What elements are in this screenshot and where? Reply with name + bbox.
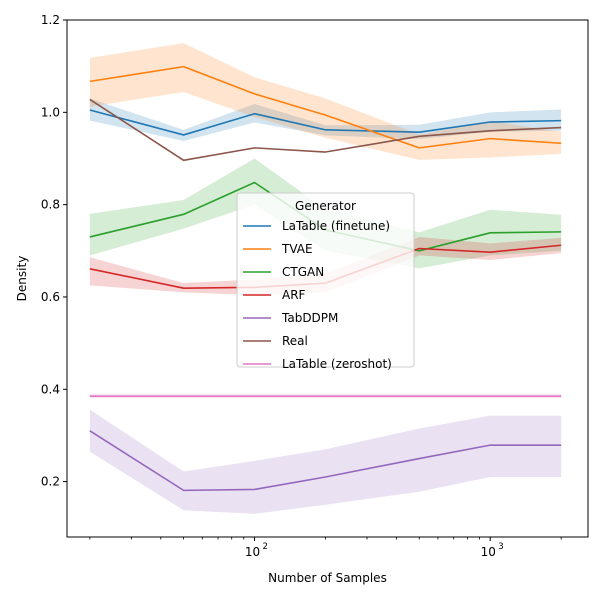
series-lines xyxy=(89,65,562,492)
y-tick-label: 0.2 xyxy=(41,475,60,489)
legend-item-label: LaTable (finetune) xyxy=(282,219,390,233)
y-tick-label: 1.0 xyxy=(41,105,60,119)
y-tick-label: 0.8 xyxy=(41,198,60,212)
x-axis-label: Number of Samples xyxy=(268,571,387,585)
series-band-0 xyxy=(89,98,562,141)
legend-item-label: TVAE xyxy=(281,242,313,256)
legend-item-label: LaTable (zeroshot) xyxy=(282,357,392,371)
x-ticks: 10 2 10 3 xyxy=(89,537,562,559)
legend-title: Generator xyxy=(295,199,356,213)
plot-frame xyxy=(66,19,589,538)
legend-item-label: TabDDPM xyxy=(281,311,338,325)
series-band-3 xyxy=(89,236,562,296)
legend-item-label: Real xyxy=(282,334,308,348)
legend-box xyxy=(236,192,415,368)
series-line-0 xyxy=(89,109,562,136)
x-tick-label: 10 xyxy=(245,545,260,559)
y-tick-label: 0.4 xyxy=(41,382,60,396)
y-ticks: 0.2 0.4 0.6 0.8 1.0 1.2 xyxy=(41,13,67,489)
x-tick-exponent: 3 xyxy=(498,542,503,552)
x-tick-exponent: 2 xyxy=(263,542,268,552)
series-line-5 xyxy=(89,98,562,162)
y-axis-label: Density xyxy=(15,256,29,302)
legend: Generator LaTable (finetune) TVAE CTGAN ARF… xyxy=(236,192,415,371)
x-tick-label: 10 xyxy=(481,545,496,559)
y-tick-label: 0.6 xyxy=(41,290,60,304)
series-band-4 xyxy=(89,409,562,514)
axes xyxy=(66,19,589,538)
series-band-1 xyxy=(89,43,562,160)
series-line-1 xyxy=(89,65,562,149)
y-tick-label: 1.2 xyxy=(41,13,60,27)
legend-item-label: ARF xyxy=(282,288,306,302)
legend-item-label: CTGAN xyxy=(282,265,324,279)
series-line-4 xyxy=(89,430,562,492)
